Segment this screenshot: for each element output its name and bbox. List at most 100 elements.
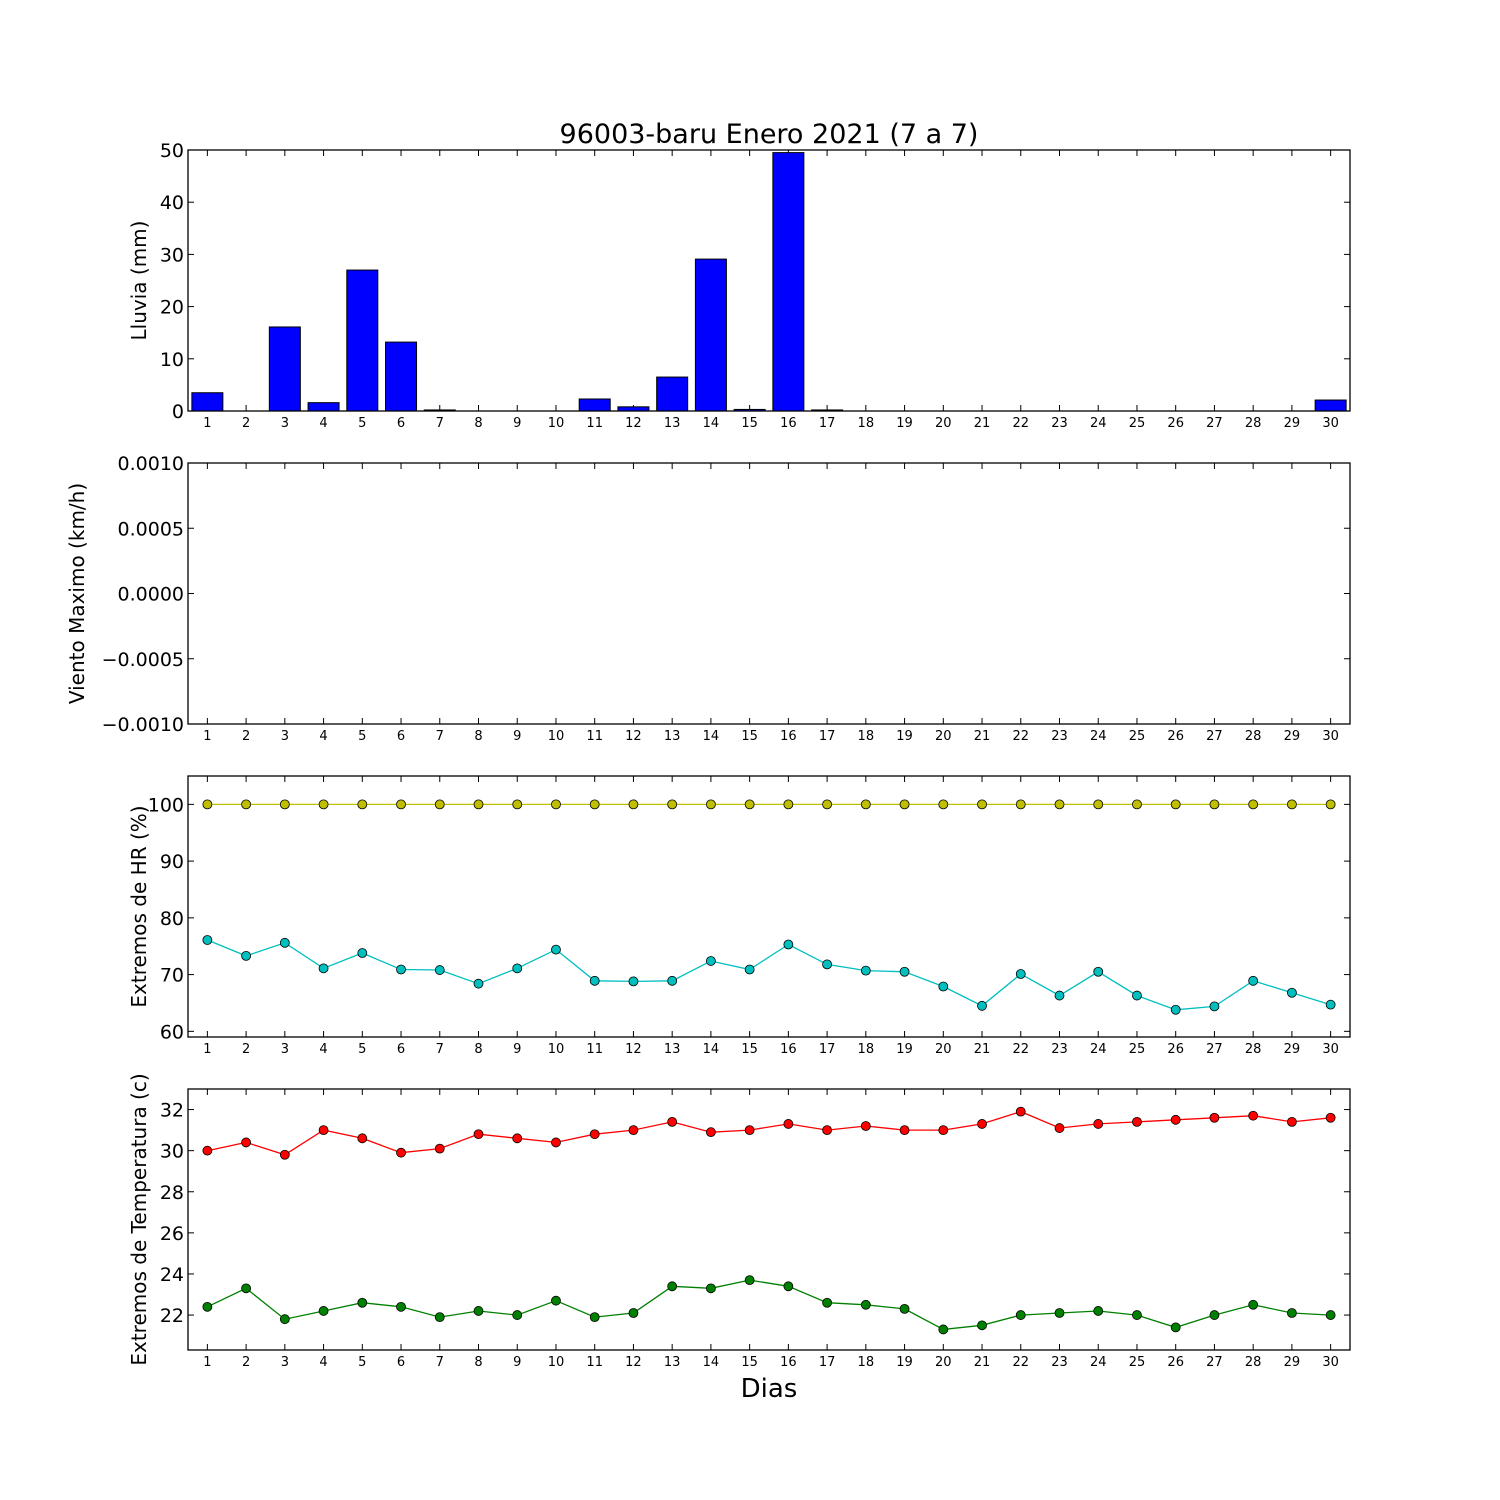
hr-min-point bbox=[1248, 975, 1259, 986]
humidity-y-axis-label: Extremos de HR (%) bbox=[127, 805, 151, 1007]
temperature-xtick-label: 15 bbox=[741, 1355, 758, 1370]
temp-min-point bbox=[1132, 1310, 1142, 1320]
temperature-xtick-label: 6 bbox=[397, 1355, 405, 1370]
temperature-xtick-label: 5 bbox=[358, 1355, 366, 1370]
temperature-xtick-label: 13 bbox=[664, 1355, 681, 1370]
temp-max-point bbox=[744, 1125, 755, 1136]
temp-min-point bbox=[279, 1314, 290, 1325]
temp-min-point bbox=[512, 1310, 523, 1320]
rainfall-ytick-label: 0 bbox=[172, 401, 184, 423]
wind-xtick-label: 2 bbox=[242, 729, 250, 744]
temp-max-point bbox=[357, 1133, 368, 1144]
humidity-xtick-label: 1 bbox=[203, 1042, 211, 1057]
hr-min-point bbox=[783, 939, 794, 950]
wind-xtick-label: 4 bbox=[319, 729, 327, 744]
humidity-xtick-label: 23 bbox=[1051, 1042, 1068, 1057]
temperature-ytick-label: 26 bbox=[160, 1223, 184, 1245]
temperature-xtick-label: 18 bbox=[858, 1355, 875, 1370]
temp-max-point bbox=[434, 1143, 445, 1154]
temperature-xtick-label: 23 bbox=[1051, 1355, 1068, 1370]
temperature-y-axis-label: Extremos de Temperatura (c) bbox=[127, 1073, 151, 1365]
wind-xtick-label: 10 bbox=[548, 729, 565, 744]
hr-max-point bbox=[396, 799, 406, 810]
humidity-xtick-label: 2 bbox=[242, 1042, 250, 1057]
temperature-ytick-label: 32 bbox=[160, 1100, 184, 1122]
plot-frame-rainfall bbox=[187, 149, 1351, 412]
rainfall-xtick-label: 29 bbox=[1284, 416, 1301, 431]
temp-max-point bbox=[1093, 1119, 1104, 1129]
temp-max-point bbox=[241, 1137, 252, 1148]
wind-xtick-label: 18 bbox=[858, 729, 875, 744]
rainfall-xtick-label: 7 bbox=[436, 416, 444, 431]
temp-min-point bbox=[473, 1306, 484, 1316]
plot-frame-humidity bbox=[187, 775, 1351, 1038]
rainfall-ytick-label: 50 bbox=[160, 140, 184, 162]
temperature-xtick-label: 9 bbox=[513, 1355, 521, 1370]
hr-min-point bbox=[1287, 987, 1297, 998]
humidity-xtick-label: 4 bbox=[319, 1042, 327, 1057]
hr-max-point bbox=[1209, 799, 1220, 810]
temp-max-point bbox=[1248, 1110, 1259, 1121]
x-axis-label: Dias bbox=[741, 1374, 798, 1404]
temp-min-point bbox=[1209, 1310, 1220, 1320]
rain-bar-day-14 bbox=[694, 258, 727, 412]
rainfall-xtick-label: 5 bbox=[358, 416, 366, 431]
humidity-xtick-label: 30 bbox=[1322, 1042, 1339, 1057]
humidity-xtick-label: 9 bbox=[513, 1042, 521, 1057]
hr-min-point bbox=[279, 937, 290, 948]
hr-max-point bbox=[860, 799, 871, 810]
temp-max-point bbox=[1325, 1112, 1336, 1123]
hr-min-point bbox=[473, 978, 484, 989]
temp-max-point bbox=[512, 1133, 523, 1144]
humidity-xtick-label: 15 bbox=[741, 1042, 758, 1057]
hr-max-point bbox=[628, 799, 639, 810]
rainfall-xtick-label: 12 bbox=[625, 416, 642, 431]
temp-min-point bbox=[434, 1312, 445, 1323]
wind-xtick-label: 3 bbox=[281, 729, 289, 744]
humidity-ytick-label: 100 bbox=[148, 794, 184, 816]
plot-frame-temperature bbox=[187, 1088, 1351, 1351]
hr-min-point bbox=[628, 976, 639, 987]
temp-max-point bbox=[822, 1125, 832, 1136]
temperature-xtick-label: 12 bbox=[625, 1355, 642, 1370]
temp-max-point bbox=[1132, 1116, 1142, 1127]
hr-min-point bbox=[860, 965, 871, 976]
temp-max-point bbox=[899, 1125, 910, 1136]
wind-xtick-label: 27 bbox=[1206, 729, 1223, 744]
temp-max-line bbox=[207, 1110, 1331, 1156]
rainfall-xtick-label: 10 bbox=[548, 416, 565, 431]
humidity-xtick-label: 20 bbox=[935, 1042, 952, 1057]
temp-min-point bbox=[1015, 1310, 1026, 1320]
temperature-xtick-label: 21 bbox=[974, 1355, 991, 1370]
humidity-xtick-label: 10 bbox=[548, 1042, 565, 1057]
wind-xtick-label: 9 bbox=[513, 729, 521, 744]
temp-max-point bbox=[667, 1116, 678, 1127]
hr-max-point bbox=[512, 799, 523, 810]
hr-min-point bbox=[706, 956, 716, 966]
temp-max-point bbox=[589, 1129, 600, 1140]
rain-bar-day-30 bbox=[1314, 399, 1347, 412]
hr-max-point bbox=[551, 799, 561, 810]
hr-max-point bbox=[977, 799, 987, 810]
wind-xtick-label: 21 bbox=[974, 729, 991, 744]
temperature-ytick-label: 30 bbox=[160, 1141, 184, 1163]
temp-min-point bbox=[744, 1275, 755, 1286]
temp-min-point bbox=[551, 1295, 561, 1306]
rainfall-xtick-label: 13 bbox=[664, 416, 681, 431]
humidity-xtick-label: 3 bbox=[281, 1042, 289, 1057]
rainfall-xtick-label: 21 bbox=[974, 416, 991, 431]
rainfall-xtick-label: 15 bbox=[741, 416, 758, 431]
temperature-xtick-label: 19 bbox=[896, 1355, 913, 1370]
humidity-xtick-label: 29 bbox=[1284, 1042, 1301, 1057]
temp-max-point bbox=[1054, 1123, 1065, 1133]
humidity-xtick-label: 21 bbox=[974, 1042, 991, 1057]
temp-min-point bbox=[1248, 1299, 1259, 1310]
temp-max-point bbox=[1209, 1112, 1220, 1123]
hr-max-point bbox=[1132, 799, 1142, 810]
rainfall-xtick-label: 27 bbox=[1206, 416, 1223, 431]
hr-max-point bbox=[1248, 799, 1259, 810]
hr-max-point bbox=[1287, 799, 1297, 810]
wind-xtick-label: 11 bbox=[586, 729, 603, 744]
hr-min-point bbox=[977, 1000, 987, 1011]
